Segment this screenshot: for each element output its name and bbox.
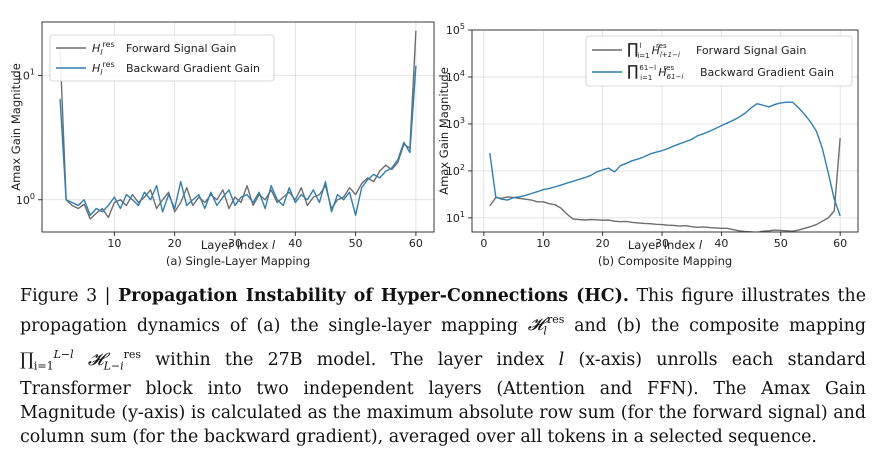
panel-b-xlabel: Layer Index l [628,238,703,252]
caption-text-3: within the 27B model. The layer index [141,350,559,371]
x-tick-label-b: 50 [774,237,788,250]
panel-b-subtitle: (b) Composite Mapping [598,254,732,268]
forward-series-line-b [489,138,841,232]
x-tick-label-b: 0 [480,237,487,250]
panel-b-ylabel: Amax Gain Magnitude [437,67,451,195]
y-tick-label-b: 103 [446,116,465,131]
x-tick-label-a: 50 [349,237,363,250]
y-tick-label-b: 105 [446,22,465,37]
x-tick-label-a: 40 [288,237,302,250]
caption-math-composite: ∏i=1L−l 𝓗L−ires [20,348,142,373]
x-tick-label-a: 30 [228,237,242,250]
caption-math-l: l [558,350,565,371]
panel-a-xlabel: Layer Index l [201,238,276,252]
panel-a-single-layer: 10 20 30 40 50 60 100 101 Amax Gain Magnitude L… [9,21,435,268]
panel-a-legend: Hlres Forward Signal Gain Hlres Backward… [49,34,275,82]
caption-label: Figure 3 | [20,286,111,306]
caption-text-2: and (b) the composite mapping [564,315,866,336]
x-tick-label-b: 30 [655,237,669,250]
y-tick-label-b: 101 [446,210,465,225]
legend-backward-label: Backward Gradient Gain [126,62,260,75]
legend-b-forward-label: Forward Signal Gain [696,44,806,57]
y-tick-label-b: 102 [446,163,465,178]
x-tick-label-b: 60 [833,237,847,250]
x-tick-label-a: 60 [409,237,423,250]
panel-a-subtitle: (a) Single-Layer Mapping [166,254,310,268]
backward-series-line-b [489,101,841,217]
caption-text-4: (x-axis) unrolls each standard Transform… [20,350,867,447]
x-tick-label-b: 10 [536,237,550,250]
backward-series-line-a [59,65,417,216]
y-tick-label-b: 104 [446,69,465,84]
legend-b-forward-symbol: ∏l i=1 Hl+1−ires [627,40,680,60]
panel-b-composite: 0 10 20 30 40 50 60 101 102 103 104 105 Amax Gain M… [437,22,859,268]
legend-b-backward-symbol: ∏61−l i=1 H61−ires [627,62,683,82]
x-tick-label-a: 20 [168,237,182,250]
x-tick-label-b: 20 [596,237,610,250]
y-tick-label-a: 101 [16,68,35,83]
caption-math-single: 𝓗lres [527,313,565,338]
x-tick-label-a: 10 [107,237,121,250]
x-tick-label-b: 40 [714,237,728,250]
legend-forward-label: Forward Signal Gain [126,42,236,55]
panel-a-ylabel: Amax Gain Magnitude [9,63,23,191]
caption-title: Propagation Instability of Hyper-Connect… [118,286,629,306]
panel-b-legend: ∏l i=1 Hl+1−ires Forward Signal Gain ∏61−l… [585,35,853,87]
legend-b-backward-label: Backward Gradient Gain [700,66,834,79]
caption-text-1: This figure illustrates the propagation … [20,286,867,336]
forward-series-line-a [59,30,417,220]
figure-caption: Figure 3 | Propagation Instability of Hy… [20,285,866,449]
y-tick-label-a: 100 [16,192,35,207]
